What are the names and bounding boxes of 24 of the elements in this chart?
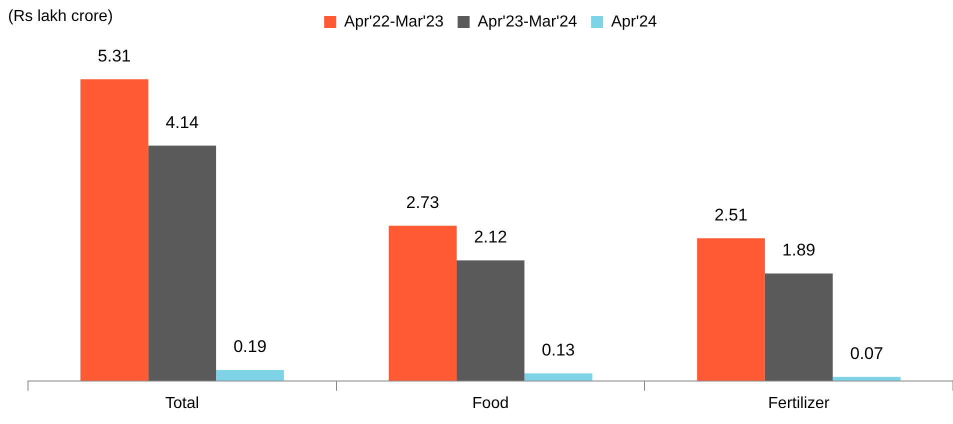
data-label: 5.31 <box>98 46 131 66</box>
x-tick-label: Food <box>472 394 509 412</box>
bar <box>697 238 765 381</box>
data-label: 2.51 <box>714 205 748 224</box>
legend-label: Apr'23-Mar'24 <box>478 13 578 30</box>
y-axis-title: (Rs lakh crore) <box>8 8 113 26</box>
bar <box>456 260 524 381</box>
data-label: 0.19 <box>233 337 267 356</box>
data-label: 4.14 <box>166 112 199 132</box>
bar <box>148 146 216 381</box>
data-label: 2.73 <box>406 192 440 212</box>
x-tick-label: Total <box>165 394 200 412</box>
data-label: 0.07 <box>850 344 884 364</box>
x-tick-label: Fertilizer <box>768 394 830 412</box>
legend-label: Apr'24 <box>611 13 657 30</box>
data-label: 2.12 <box>474 228 508 247</box>
data-label: 1.89 <box>782 240 816 260</box>
bar <box>388 226 457 381</box>
legend-label: Apr'22-Mar'23 <box>344 13 444 30</box>
data-label: 0.13 <box>542 340 575 360</box>
bar <box>764 273 833 381</box>
bar <box>216 370 284 381</box>
bar <box>524 373 592 381</box>
bar <box>80 79 148 381</box>
